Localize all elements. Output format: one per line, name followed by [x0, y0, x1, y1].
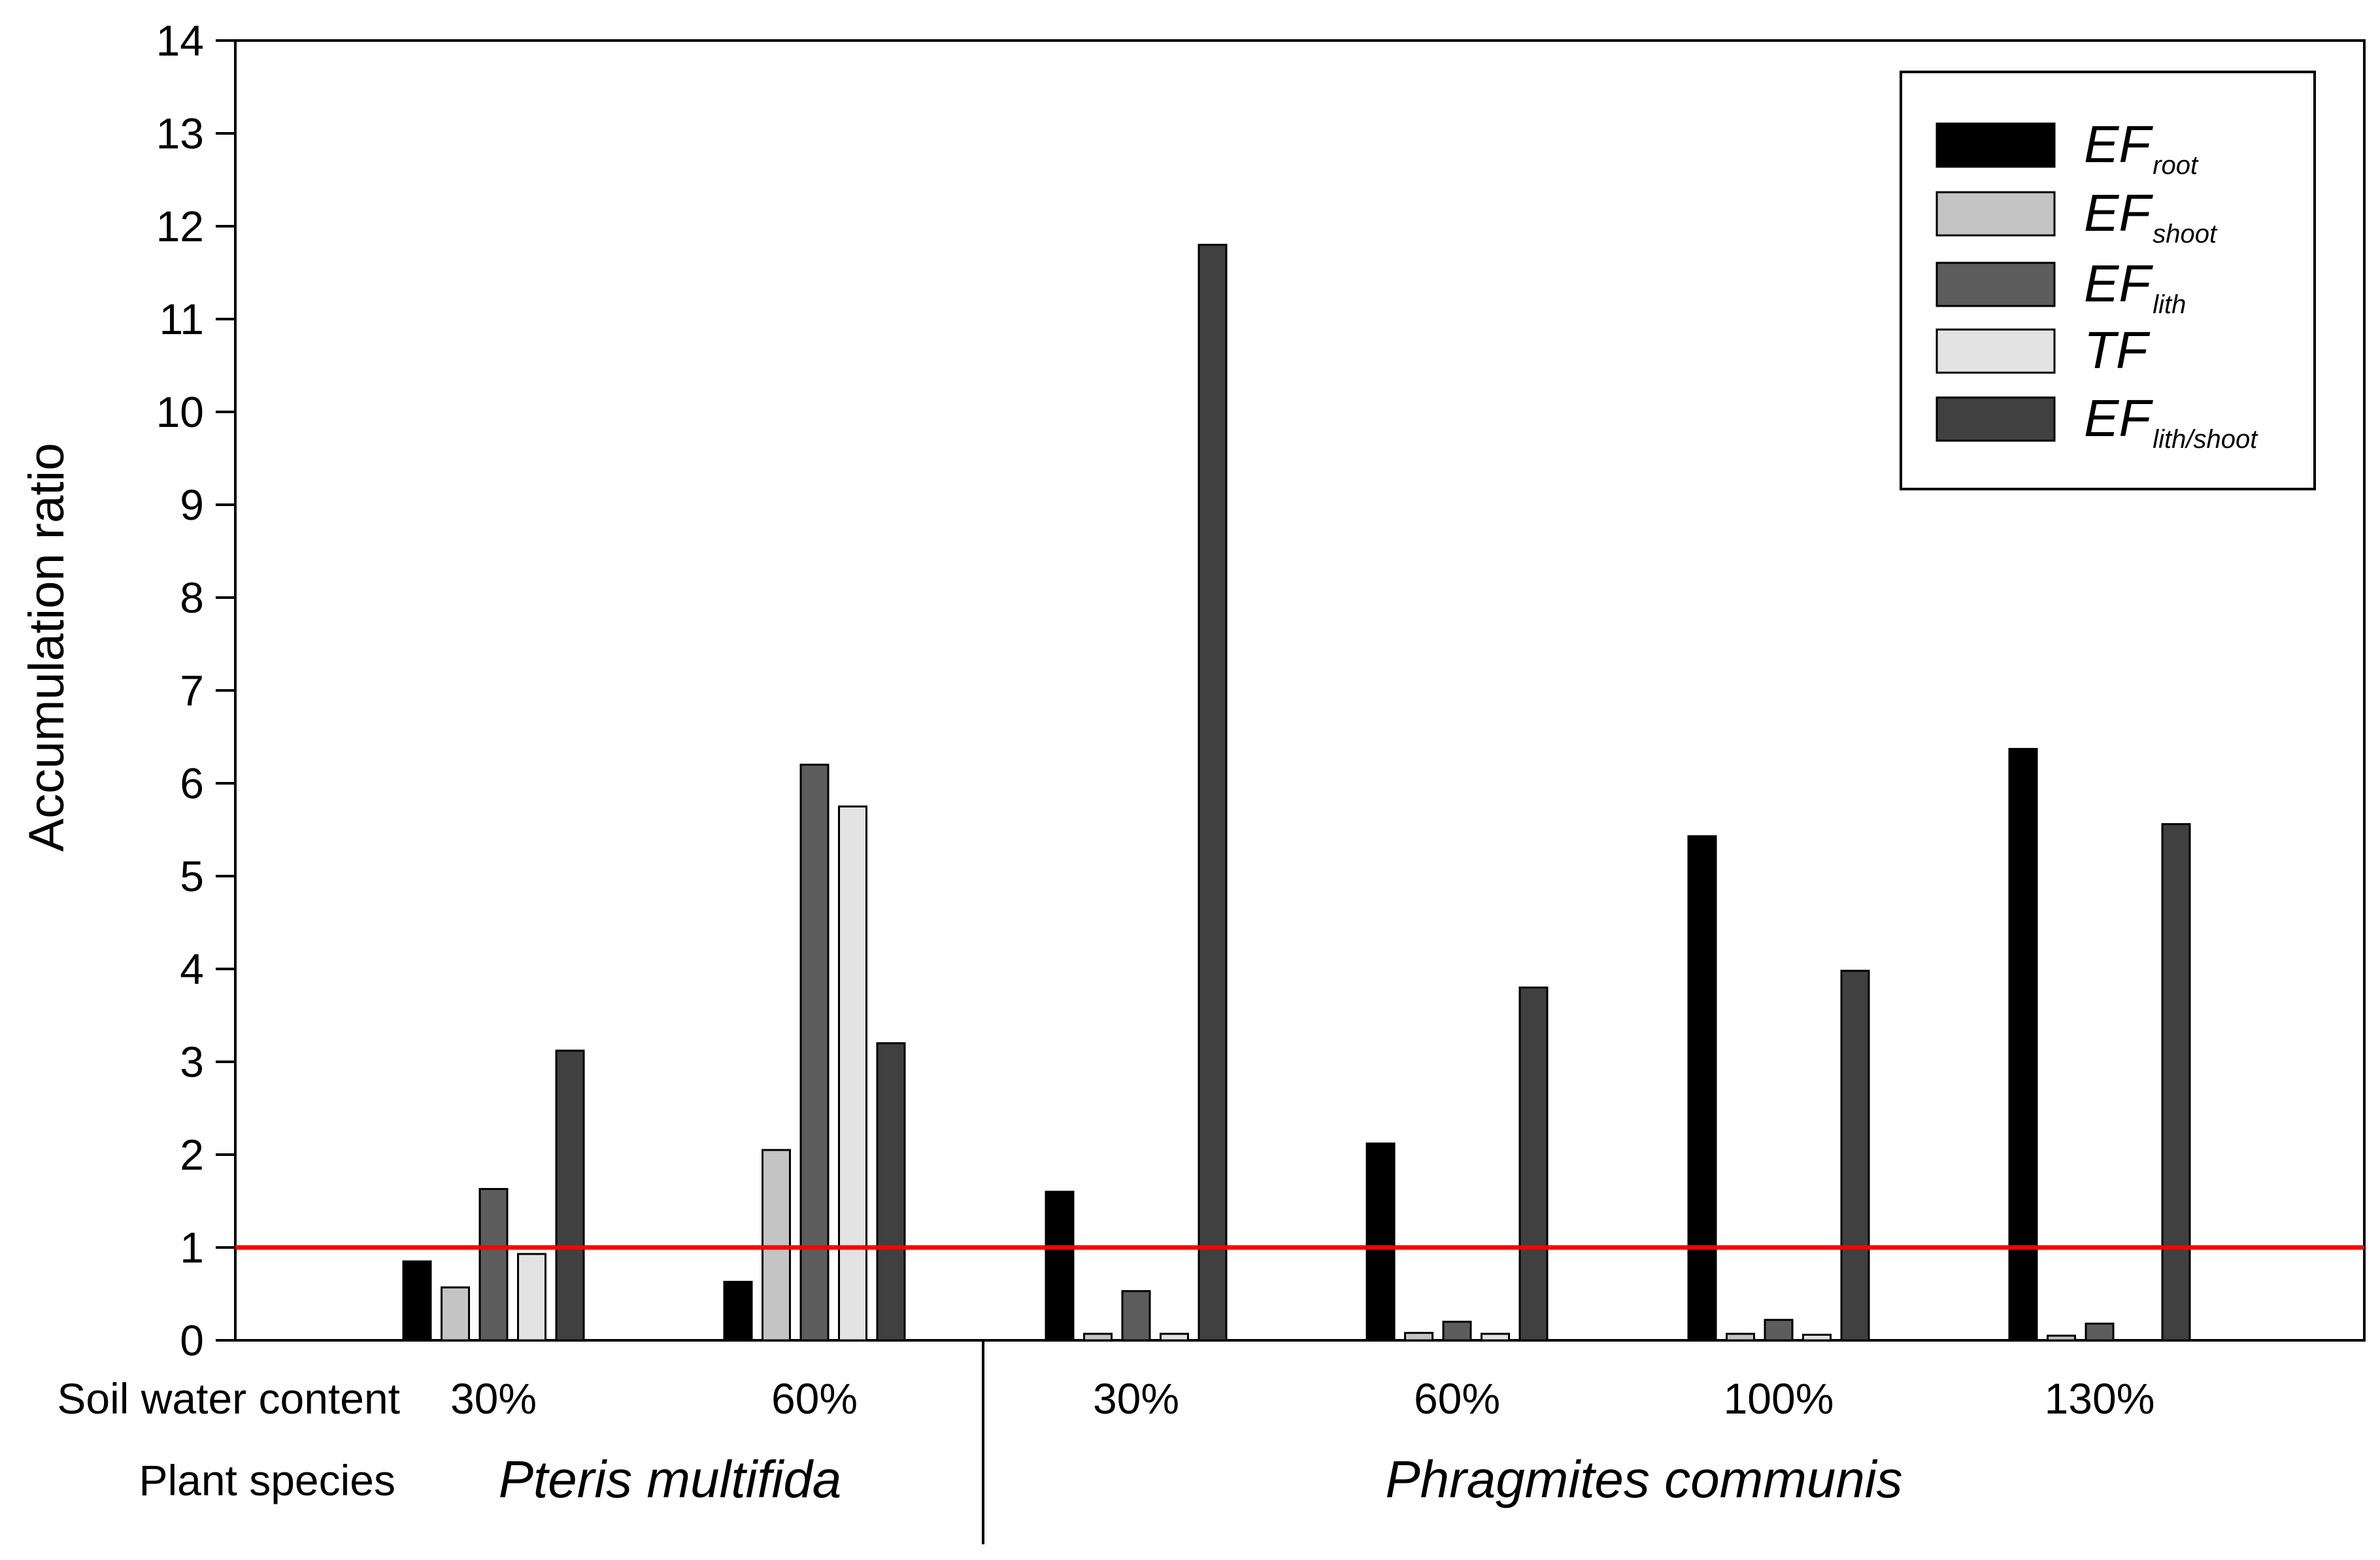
y-tick-label: 14 [156, 16, 204, 65]
y-tick-label: 13 [156, 109, 204, 158]
bar [2085, 1322, 2115, 1342]
bar [1366, 1142, 1396, 1342]
bar [402, 1260, 432, 1342]
legend-swatch [1936, 396, 2056, 442]
bar [555, 1049, 585, 1342]
bar [1160, 1332, 1189, 1342]
bar [1764, 1319, 1794, 1342]
y-tick-label: 10 [156, 388, 204, 436]
y-tick-label: 4 [180, 945, 204, 993]
x-tick-label: 130% [2045, 1374, 2155, 1423]
y-tick-label: 2 [180, 1130, 204, 1179]
legend-swatch [1936, 328, 2056, 374]
bar [762, 1149, 791, 1342]
bar [517, 1253, 546, 1342]
soil-water-row-label: Soil water content [57, 1374, 400, 1423]
bar [1802, 1333, 1832, 1342]
legend-swatch [1936, 191, 2056, 237]
x-tick-label: 60% [1414, 1374, 1500, 1423]
bars-layer [402, 243, 2191, 1342]
bar [1726, 1332, 1755, 1342]
y-tick-label: 1 [180, 1223, 204, 1272]
y-tick-label: 5 [180, 852, 204, 900]
bar [478, 1188, 509, 1342]
bar [1083, 1332, 1113, 1342]
y-tick-label: 0 [180, 1316, 204, 1365]
bar [723, 1281, 753, 1342]
bar [1198, 243, 1228, 1342]
x-axis: 30% 60% 30% 60% 100% 130% [450, 1340, 2154, 1544]
y-tick-label: 8 [180, 573, 204, 622]
y-tick-label: 11 [159, 295, 204, 343]
y-tick-label: 7 [180, 666, 204, 715]
bar [2047, 1334, 2076, 1342]
bar [1840, 970, 1870, 1342]
x-tick-label: 30% [1093, 1374, 1179, 1423]
bar [1687, 835, 1717, 1342]
bar [1121, 1290, 1151, 1342]
y-tick-label: 12 [156, 202, 204, 250]
x-tick-label: 30% [450, 1374, 537, 1423]
bar [876, 1042, 906, 1342]
bar [1518, 986, 1549, 1342]
bar [2008, 747, 2038, 1342]
legend-label: TF [2084, 321, 2151, 379]
bar [838, 805, 867, 1342]
y-tick-label: 3 [180, 1038, 204, 1086]
y-tick-label: 9 [180, 481, 204, 529]
plant-species-row-label: Plant species [139, 1456, 395, 1504]
bar [1045, 1191, 1075, 1342]
bar [1481, 1332, 1510, 1342]
bar [2161, 822, 2191, 1342]
bar [799, 764, 830, 1342]
bar [1404, 1332, 1433, 1342]
bar [1442, 1321, 1472, 1342]
legend-swatch [1936, 262, 2056, 307]
y-tick-label: 6 [180, 759, 204, 807]
x-tick-label: 100% [1724, 1374, 1834, 1423]
x-tick-label: 60% [771, 1374, 858, 1423]
y-axis-title: Accumulation ratio [19, 443, 75, 851]
bar [441, 1286, 470, 1342]
legend-swatch [1936, 122, 2056, 168]
species-label-phragmites: Phragmites communis [1385, 1450, 1902, 1508]
species-label-pteris: Pteris multifida [499, 1450, 842, 1508]
